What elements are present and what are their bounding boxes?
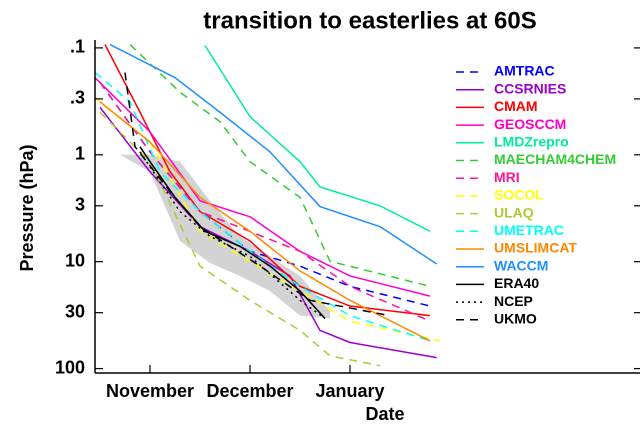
y-tick-label: .1 — [70, 37, 85, 57]
y-tick-label: 30 — [65, 301, 85, 321]
x-axis-label: Date — [365, 404, 404, 424]
y-tick-label: 3 — [75, 195, 85, 215]
legend-label: ERA40 — [494, 275, 539, 291]
series-line — [99, 101, 431, 342]
y-tick-label: 1 — [75, 144, 85, 164]
series-line — [95, 77, 431, 297]
series-line — [109, 43, 438, 265]
legend-label: AMTRAC — [494, 63, 555, 79]
legend-label: UMSLIMCAT — [494, 240, 577, 256]
y-tick-label: 100 — [55, 357, 85, 377]
legend-label: CMAM — [494, 98, 538, 114]
chart-title: transition to easterlies at 60S — [203, 7, 536, 34]
legend-label: NCEP — [494, 293, 533, 309]
series-line — [129, 43, 431, 288]
y-tick-label: 10 — [65, 250, 85, 270]
legend-label: WACCM — [494, 257, 548, 273]
series-line — [95, 71, 431, 342]
x-tick-label: November — [106, 381, 194, 401]
x-tick-label: January — [315, 381, 384, 401]
legend-label: UKMO — [494, 311, 537, 327]
y-tick-label: .3 — [70, 88, 85, 108]
plot-area — [95, 43, 441, 367]
legend-label: UMETRAC — [494, 222, 564, 238]
x-tick-label: December — [206, 381, 293, 401]
series-line — [104, 44, 431, 317]
legend-label: CCSRNIES — [494, 80, 566, 96]
legend-label: LMDZrepro — [494, 134, 569, 150]
legend-label: SOCOL — [494, 187, 544, 203]
range-band — [120, 154, 330, 319]
axes: .1 .3 1 3 10 30 100 November December January AMTR… — [55, 37, 640, 401]
y-axis-label: Pressure (hPa) — [17, 144, 37, 271]
series-line — [139, 146, 326, 319]
legend-label: ULAQ — [494, 204, 534, 220]
series-line — [124, 72, 391, 317]
legend-label: GEOSCCM — [494, 116, 566, 132]
series-line — [95, 96, 441, 342]
series-line — [204, 45, 431, 232]
legend-label: MRI — [494, 169, 520, 185]
legend-label: MAECHAM4CHEM — [494, 151, 616, 167]
series-line — [99, 106, 437, 359]
